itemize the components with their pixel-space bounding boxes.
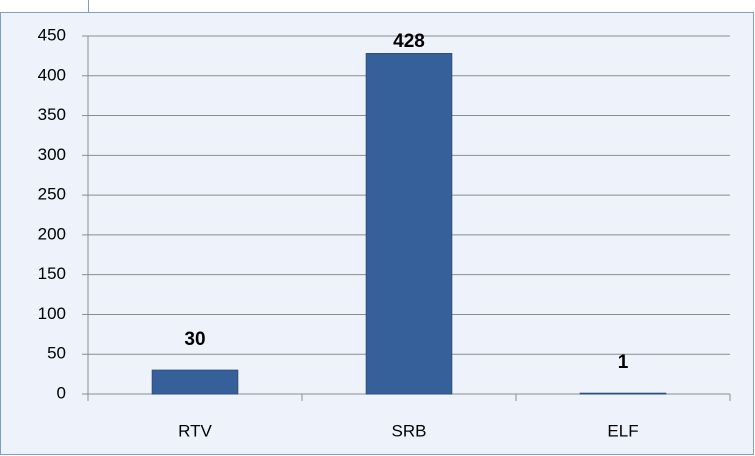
y-tick-label: 200 <box>38 224 66 243</box>
y-tick-label: 300 <box>38 145 66 164</box>
y-tick-label: 400 <box>38 65 66 84</box>
y-tick-label: 350 <box>38 105 66 124</box>
y-tick-label: 50 <box>47 344 66 363</box>
x-tick-label: ELF <box>607 421 638 440</box>
value-label: 1 <box>618 352 629 373</box>
y-tick-label: 450 <box>38 25 66 44</box>
y-tick-label: 0 <box>57 383 66 402</box>
y-tick-label: 100 <box>38 304 66 323</box>
value-label: 30 <box>184 329 205 350</box>
y-tick-label: 150 <box>38 264 66 283</box>
value-label: 428 <box>393 31 425 52</box>
bar <box>579 392 667 395</box>
x-tick-label: SRB <box>392 421 427 440</box>
y-tick-label: 250 <box>38 185 66 204</box>
x-tick-label: RTV <box>178 421 212 440</box>
bar <box>365 53 453 395</box>
bar <box>151 369 239 395</box>
